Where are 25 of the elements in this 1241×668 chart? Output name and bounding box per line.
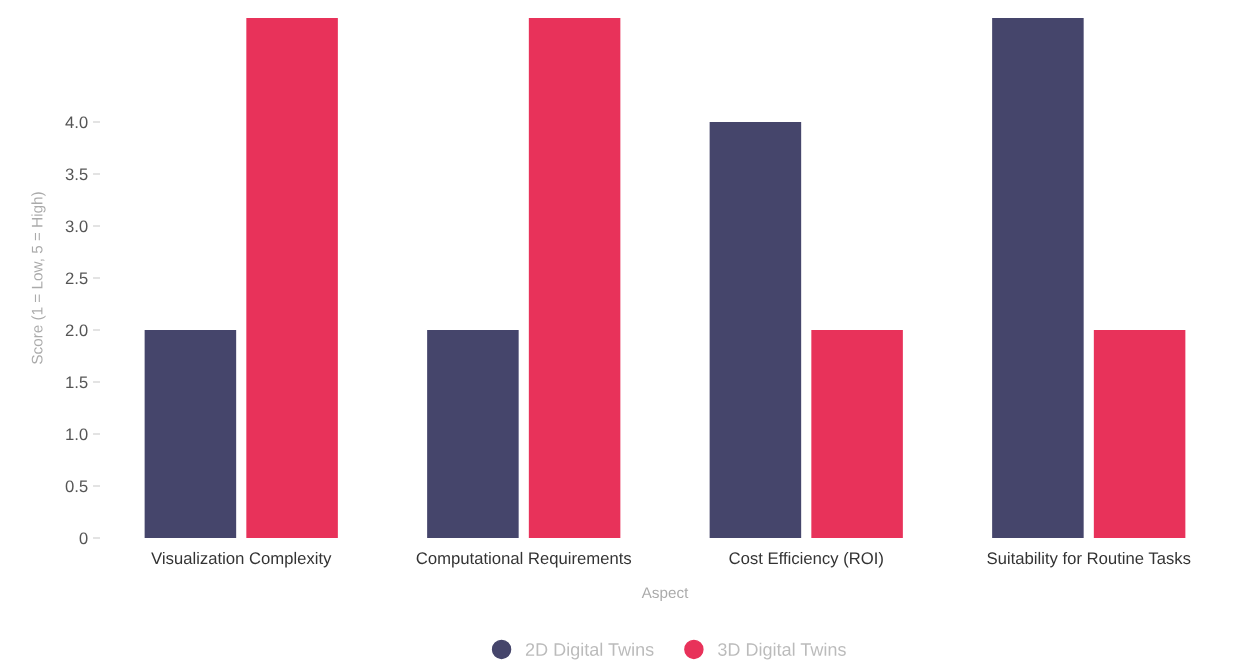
x-tick-label: Visualization Complexity xyxy=(151,551,332,568)
y-tick-label: 2.5 xyxy=(65,272,88,285)
bar xyxy=(246,18,338,538)
y-tick-label: 1.0 xyxy=(66,428,88,441)
y-tick-label: 3.0 xyxy=(65,220,88,233)
y-tick-label: 3.5 xyxy=(65,168,88,181)
y-axis-title: Score (1 = Low, 5 = High) xyxy=(31,192,46,364)
y-tick-label: 0.5 xyxy=(65,480,88,493)
bar xyxy=(427,330,519,538)
y-tick-label: 2.0 xyxy=(65,324,88,337)
x-tick-label: Cost Efficiency (ROI) xyxy=(729,551,883,568)
bar xyxy=(709,122,802,538)
y-tick-label: 0 xyxy=(79,532,88,545)
bar xyxy=(992,18,1084,538)
y-tick-label: 4.0 xyxy=(65,116,88,129)
x-tick-label: Suitability for Routine Tasks xyxy=(987,551,1191,568)
y-tick-label: 1.5 xyxy=(66,376,88,389)
bar xyxy=(528,18,621,538)
x-tick-label: Computational Requirements xyxy=(416,551,632,568)
bar xyxy=(1093,330,1186,538)
legend-label: 2D Digital Twins xyxy=(525,642,654,660)
legend-label: 3D Digital Twins xyxy=(718,642,846,660)
bar xyxy=(144,330,237,538)
bar xyxy=(811,330,903,538)
x-axis-title: Aspect xyxy=(641,587,689,602)
